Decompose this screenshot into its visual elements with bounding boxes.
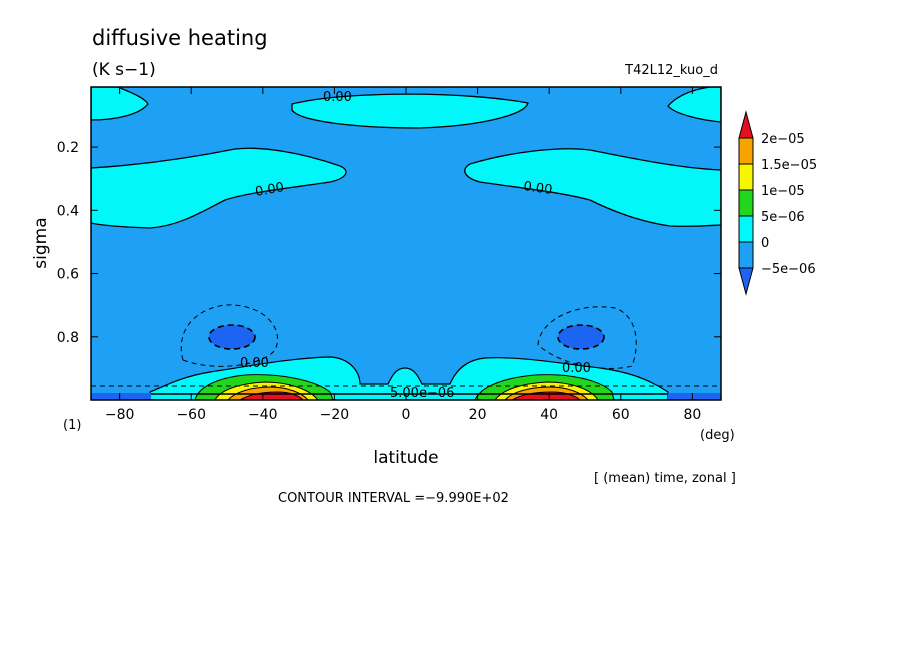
x-tick-label: −60 [176,407,206,423]
contour-label: 0.00 [323,90,352,105]
x-tick-label: −40 [248,407,278,423]
averaging-note: [ (mean) time, zonal ] [594,471,736,486]
colorbar-segment [738,215,754,243]
colorbar-arrow-bottom [738,267,754,296]
x-tick-label: 60 [612,407,630,423]
colorbar-label: 5e−06 [761,210,805,225]
y-tick-label: 0.6 [57,267,79,283]
y-tick-label: 0.8 [57,330,79,346]
chart-title: diffusive heating [92,26,268,50]
contour-region-top-center [291,93,529,129]
contour-label: 0.00 [254,180,285,200]
colorbar-label: 2e−05 [761,132,805,147]
x-tick-label: 20 [469,407,487,423]
contour-region-mid-left [91,147,347,229]
contour-region-top-right-corner [667,87,721,123]
y-axis-label: sigma [31,217,51,268]
field-background [91,87,721,400]
x-tick-label: 80 [683,407,701,423]
negative-cell-left [208,324,256,350]
contour-label: 0.00 [562,361,591,376]
y-tick-label: 0.2 [57,140,79,156]
run-name-label: T42L12_kuo_d [624,63,718,78]
colorbar-segment [738,163,754,191]
surface-negative-strip-right [668,393,721,400]
x-tick-label: 40 [540,407,558,423]
colorbar-arrow-top [738,110,754,139]
chart-units: (K s−1) [92,60,156,80]
colorbar-label: −5e−06 [761,262,816,277]
colorbar-label: 1.5e−05 [761,158,817,173]
contour-region-mid-right [464,148,721,227]
contour-region-top-left-corner [91,87,149,121]
x-tick-label: −20 [320,407,350,423]
colorbar-label: 0 [761,236,769,251]
contour-label: 0.00 [522,179,553,198]
negative-cell-right [557,324,605,350]
x-axis-label: latitude [373,448,438,468]
contour-label: 5.00e−06 [390,386,454,401]
page-marker: (1) [63,418,81,433]
colorbar-segment [738,189,754,217]
colorbar-segment [738,137,754,165]
y-axis: 0.2 0.4 0.6 0.8 [57,140,721,346]
contour-interval-note: CONTOUR INTERVAL =−9.990E+02 [278,491,509,506]
colorbar: 2e−05 1.5e−05 1e−05 5e−06 0 −5e−06 [738,110,817,296]
y-tick-label: 0.4 [57,203,79,219]
dashed-contour-left [180,304,278,367]
x-axis: −80 −60 −40 −20 0 20 40 60 80 [105,87,701,423]
x-tick-label: −80 [105,407,135,423]
colorbar-label: 1e−05 [761,184,805,199]
contour-label: 0.00 [240,356,269,371]
plot-area: 0.00 0.00 0.00 0.00 0.00 5.00e−06 [91,87,721,401]
surface-negative-strip-left [91,393,151,400]
colorbar-segment [738,241,754,269]
x-tick-label: 0 [402,407,411,423]
x-unit-label: (deg) [700,428,735,443]
